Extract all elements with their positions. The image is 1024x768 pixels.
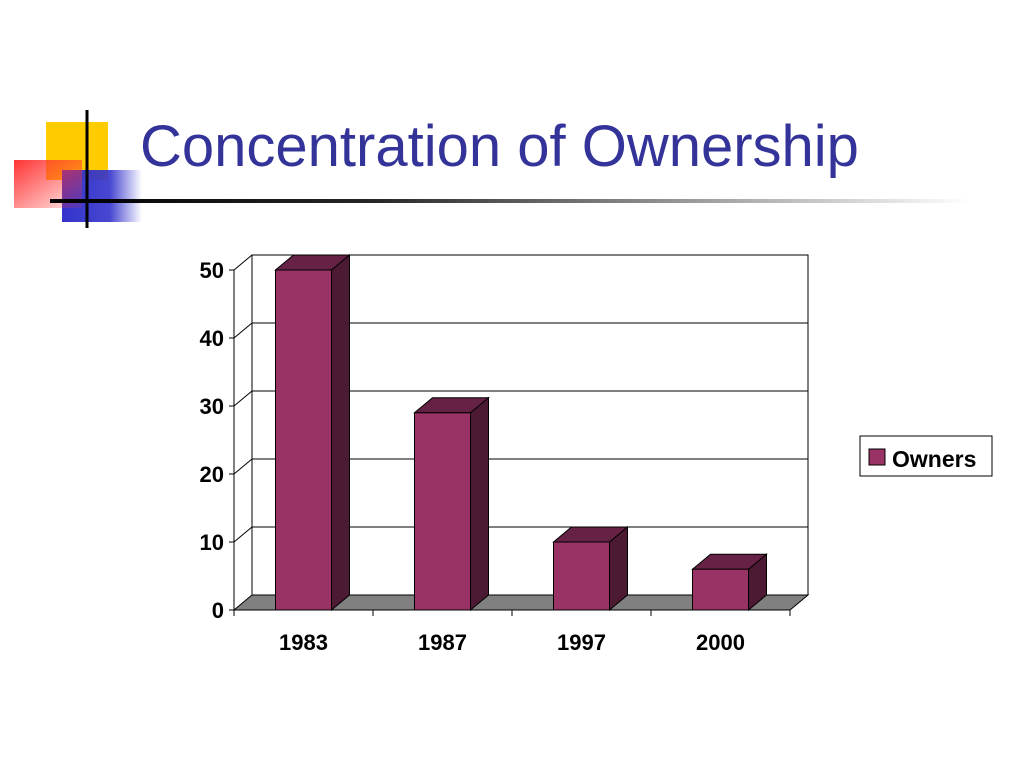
chart-wall-outline — [251, 254, 809, 595]
bar-1997 — [552, 525, 629, 612]
x-tick-label: 1987 — [418, 630, 467, 655]
legend: Owners — [859, 435, 993, 477]
slide-title: Concentration of Ownership — [140, 114, 859, 179]
x-tick-label: 1983 — [279, 630, 328, 655]
y-tick-label: 40 — [200, 326, 224, 351]
y-tick-label: 10 — [200, 530, 224, 555]
bar-2000 — [691, 553, 768, 612]
y-tick-label: 20 — [200, 462, 224, 487]
legend-label: Owners — [892, 446, 976, 472]
chart-back-wall — [234, 255, 808, 610]
bar-side — [331, 253, 350, 612]
bar-side — [470, 396, 489, 612]
y-tick-label: 30 — [200, 394, 224, 419]
bar-front — [692, 568, 749, 611]
bar-front — [275, 269, 332, 611]
legend-swatch — [868, 448, 886, 466]
x-tick-label: 1997 — [557, 630, 606, 655]
bar-1983 — [274, 253, 351, 612]
bar-front — [414, 412, 471, 611]
bar-front — [553, 541, 610, 611]
y-tick-label: 50 — [200, 258, 224, 283]
horizontal-rule — [50, 199, 970, 203]
bar-1987 — [413, 396, 490, 612]
title-decoration — [14, 110, 970, 228]
y-tick-label: 0 — [212, 598, 224, 623]
x-tick-label: 2000 — [696, 630, 745, 655]
